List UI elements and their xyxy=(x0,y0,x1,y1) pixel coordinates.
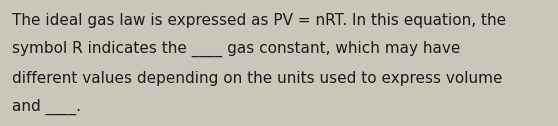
Text: different values depending on the units used to express volume: different values depending on the units … xyxy=(12,71,503,86)
Text: The ideal gas law is expressed as PV = nRT. In this equation, the: The ideal gas law is expressed as PV = n… xyxy=(12,13,507,28)
Text: symbol R indicates the ____ gas constant, which may have: symbol R indicates the ____ gas constant… xyxy=(12,41,461,57)
Text: and ____.: and ____. xyxy=(12,99,81,115)
